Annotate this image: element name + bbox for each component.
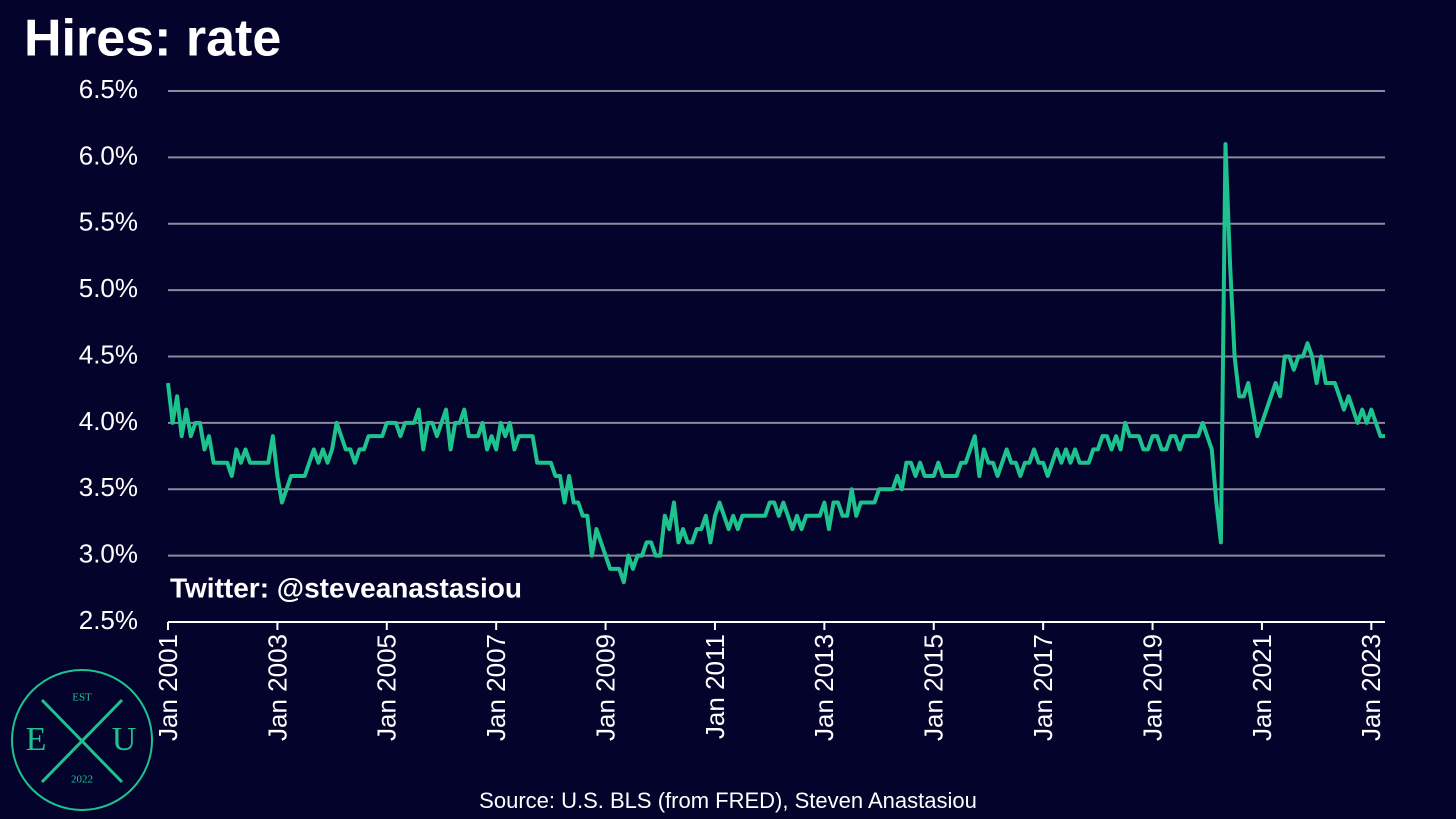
annotation: Twitter: @steveanastasiou bbox=[170, 572, 522, 603]
y-tick-label: 3.5% bbox=[79, 472, 138, 502]
x-tick-label: Jan 2007 bbox=[481, 634, 511, 741]
y-tick-label: 6.0% bbox=[79, 140, 138, 170]
x-tick-label: Jan 2001 bbox=[153, 634, 183, 741]
y-tick-label: 6.5% bbox=[79, 74, 138, 104]
x-tick-label: Jan 2017 bbox=[1028, 634, 1058, 741]
y-tick-label: 3.0% bbox=[79, 539, 138, 569]
x-tick-label: Jan 2015 bbox=[919, 634, 949, 741]
y-tick-label: 4.0% bbox=[79, 406, 138, 436]
logo-bottom: 2022 bbox=[71, 774, 93, 786]
logo-left: E bbox=[26, 721, 47, 758]
x-tick-label: Jan 2011 bbox=[700, 634, 730, 739]
logo-ring bbox=[11, 669, 153, 811]
x-tick-label: Jan 2005 bbox=[372, 634, 402, 741]
x-tick-label: Jan 2019 bbox=[1137, 634, 1167, 741]
y-tick-label: 4.5% bbox=[79, 339, 138, 369]
chart-title: Hires: rate bbox=[24, 10, 281, 68]
y-tick-label: 2.5% bbox=[79, 605, 138, 635]
logo-top: EST bbox=[72, 692, 92, 704]
logo: EST E U 2022 bbox=[11, 669, 153, 811]
logo-stroke bbox=[40, 698, 124, 784]
y-tick-label: 5.0% bbox=[79, 273, 138, 303]
x-tick-label: Jan 2023 bbox=[1356, 634, 1386, 741]
source: Source: U.S. BLS (from FRED), Steven Ana… bbox=[479, 788, 977, 813]
data-line bbox=[166, 142, 1385, 585]
x-tick-label: Jan 2021 bbox=[1247, 634, 1277, 741]
y-tick-label: 5.5% bbox=[79, 207, 138, 237]
x-tick-label: Jan 2003 bbox=[262, 634, 292, 741]
x-tick-label: Jan 2009 bbox=[590, 634, 620, 741]
logo-right: U bbox=[112, 721, 137, 758]
x-tick-label: Jan 2013 bbox=[809, 634, 839, 741]
